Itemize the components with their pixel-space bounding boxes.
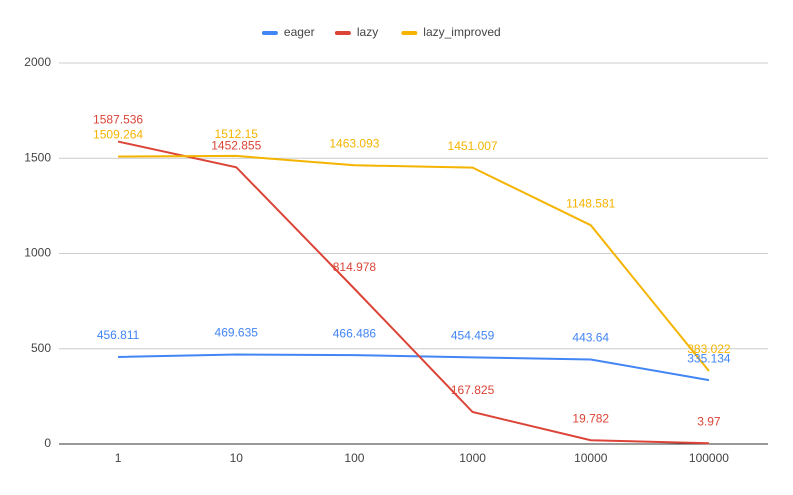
data-label: 1451.007: [448, 139, 498, 153]
data-label: 1452.855: [211, 138, 261, 152]
x-tick-label: 1000: [459, 451, 486, 465]
data-label: 1148.581: [566, 196, 615, 210]
x-tick-label: 10000: [574, 451, 608, 465]
data-label: 814.978: [333, 260, 377, 274]
data-label: 19.782: [572, 411, 609, 425]
legend-label: eager: [284, 25, 315, 39]
data-label: 1509.264: [93, 128, 143, 142]
data-label: 335.134: [687, 351, 731, 365]
data-label: 469.635: [215, 326, 259, 340]
data-label: 454.459: [451, 329, 495, 343]
y-tick-label: 500: [31, 341, 51, 355]
legend-label: lazy_improved: [423, 25, 500, 39]
x-tick-label: 100: [344, 451, 364, 465]
x-tick-label: 1: [115, 451, 122, 465]
series-line: [118, 353, 710, 382]
data-label: 383.022: [687, 342, 731, 356]
series-line: [117, 140, 709, 445]
data-label: 1512.15: [215, 127, 259, 141]
data-label: 456.811: [97, 328, 140, 342]
legend-label: lazy: [357, 25, 378, 39]
x-tick-label: 10: [230, 451, 244, 465]
x-tick-label: 100000: [689, 451, 729, 465]
data-label: 466.486: [333, 326, 377, 340]
data-label: 1463.093: [329, 136, 379, 150]
y-tick-label: 0: [44, 436, 51, 450]
data-label: 443.64: [572, 331, 609, 345]
data-label: 1587.536: [93, 113, 143, 127]
y-tick-label: 2000: [24, 55, 51, 69]
data-label: 3.97: [697, 414, 721, 428]
data-label: 167.825: [451, 383, 495, 397]
y-tick-label: 1000: [24, 246, 51, 260]
series-line: [118, 154, 710, 372]
y-tick-label: 1500: [24, 150, 51, 164]
